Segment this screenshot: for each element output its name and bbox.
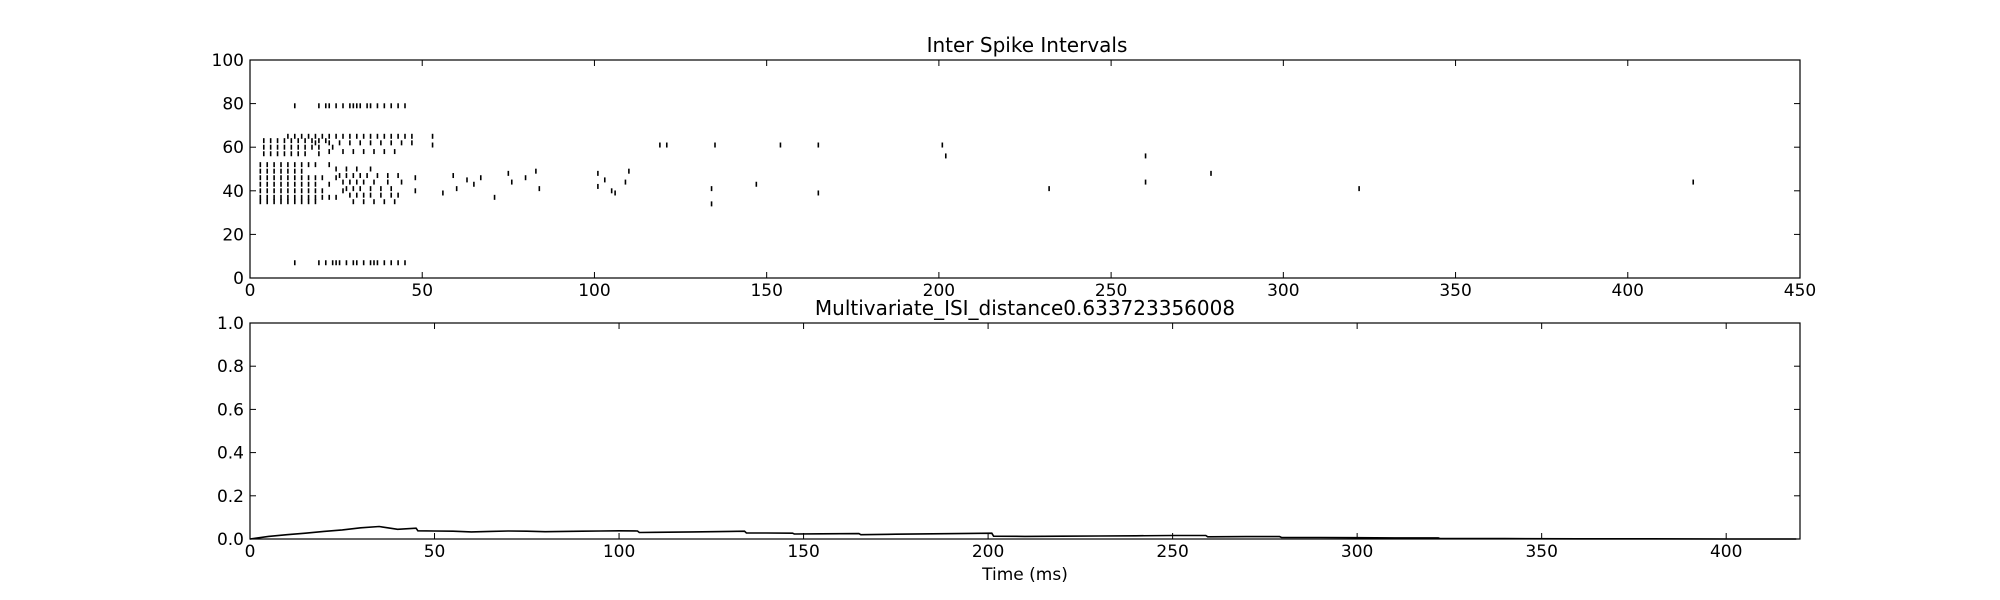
distance-x-tick-label: 300	[1341, 542, 1373, 562]
distance-y-tick-label: 0.8	[217, 357, 244, 377]
distance-x-tick-label: 350	[1525, 542, 1557, 562]
isi-distance-plot-frame	[249, 322, 1801, 540]
distance-y-tick-label: 0.0	[217, 530, 244, 550]
distance-x-tick-label: 100	[603, 542, 635, 562]
isi-raster-plot-frame	[249, 59, 1801, 279]
distance-x-axis-ticks: 0 50 100 150 200 250 300 350 400	[245, 323, 1742, 562]
isi-x-tick-label: 250	[1095, 281, 1127, 301]
distance-x-tick-label: 200	[972, 542, 1004, 562]
distance-y-tick-label: 0.6	[217, 400, 244, 420]
isi-x-tick-label: 50	[411, 281, 433, 301]
isi-distance-title: Multivariate_ISI_distance0.633723356008	[815, 296, 1235, 320]
distance-x-tick-label: 400	[1710, 542, 1742, 562]
distance-x-tick-label: 150	[787, 542, 819, 562]
isi-spike-marks	[259, 103, 1695, 266]
isi-x-tick-label: 450	[1784, 281, 1816, 301]
distance-y-tick-label: 0.2	[217, 487, 244, 507]
distance-y-tick-label: 1.0	[217, 314, 244, 334]
isi-x-tick-label: 400	[1612, 281, 1644, 301]
distance-x-tick-label: 250	[1156, 542, 1188, 562]
time-axis-label: Time (ms)	[981, 565, 1068, 585]
isi-distance-line	[249, 525, 1797, 540]
distance-y-tick-label: 0.4	[217, 444, 244, 464]
isi-y-tick-label: 20	[222, 225, 244, 245]
isi-y-tick-label: 40	[222, 182, 244, 202]
isi-raster-title: Inter Spike Intervals	[927, 33, 1128, 57]
isi-y-tick-label: 0	[233, 269, 244, 289]
isi-y-tick-label: 60	[222, 138, 244, 158]
isi-x-tick-label: 150	[750, 281, 782, 301]
isi-distance-panel: Multivariate_ISI_distance0.633723356008 …	[217, 296, 1801, 585]
distance-y-axis-ticks: 0.0 0.2 0.4 0.6 0.8 1.0	[217, 314, 1800, 550]
isi-x-tick-label: 0	[245, 281, 256, 301]
isi-x-tick-label: 100	[578, 281, 610, 301]
isi-y-tick-label: 80	[222, 95, 244, 115]
isi-x-tick-label: 200	[923, 281, 955, 301]
distance-x-tick-label: 0	[245, 542, 256, 562]
isi-x-tick-label: 300	[1267, 281, 1299, 301]
isi-y-tick-label: 100	[212, 51, 244, 71]
isi-x-tick-label: 350	[1439, 281, 1471, 301]
isi-y-axis-ticks: 0 20 40 60 80 100	[212, 51, 1800, 289]
distance-x-tick-label: 50	[424, 542, 446, 562]
isi-raster-panel: Inter Spike Intervals 0 50 100 150 200 250 300…	[212, 33, 1817, 301]
isi-x-axis-ticks: 0 50 100 150 200 250 300 350 400 450	[245, 60, 1816, 301]
